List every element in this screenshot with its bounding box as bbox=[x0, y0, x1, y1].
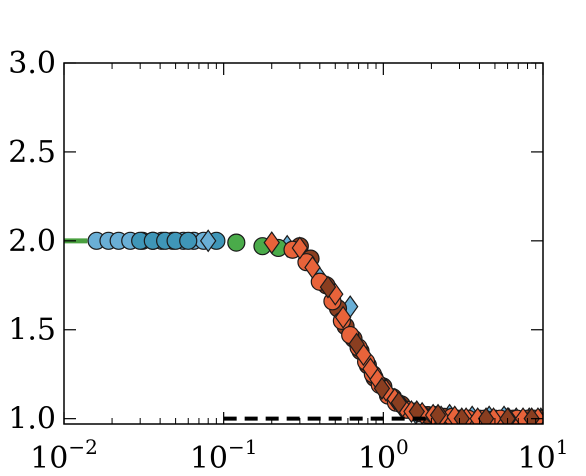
y-tick-label: 1.5 bbox=[8, 313, 56, 348]
x-tick-base: 10 bbox=[518, 441, 556, 476]
x-tick-exponent: 0 bbox=[396, 435, 409, 459]
tick-labels: 1.01.52.02.53.010−2 10−1 100 101 bbox=[8, 46, 568, 476]
y-tick-label: 1.0 bbox=[8, 402, 56, 437]
plot-border bbox=[63, 62, 544, 425]
x-tick-exponent: 1 bbox=[556, 435, 569, 459]
axis-ticks bbox=[63, 62, 544, 424]
data-point-diamond bbox=[373, 376, 391, 400]
data-point-diamond bbox=[304, 255, 321, 280]
x-tick-base: 10 bbox=[30, 441, 68, 476]
chart-marks bbox=[64, 229, 543, 424]
data-point-diamond bbox=[499, 407, 516, 424]
x-tick-label: 100 bbox=[358, 435, 409, 476]
data-point-circle bbox=[179, 231, 198, 250]
y-tick-label: 3.0 bbox=[8, 46, 56, 81]
plot-frame bbox=[63, 62, 544, 425]
x-tick-base: 10 bbox=[190, 441, 228, 476]
data-point-diamond bbox=[199, 229, 217, 253]
x-tick-label: 101 bbox=[518, 435, 569, 476]
y-tick-label: 2.0 bbox=[8, 224, 56, 259]
data-point-diamond bbox=[319, 275, 337, 299]
data-point-diamond bbox=[334, 305, 352, 329]
x-tick-base: 10 bbox=[358, 441, 396, 476]
data-point-diamond bbox=[291, 236, 309, 260]
data-point-diamond bbox=[390, 391, 408, 415]
data-point-diamond bbox=[477, 407, 495, 424]
data-point-diamond bbox=[453, 407, 471, 424]
data-point-diamond bbox=[348, 332, 365, 356]
data-point-diamond bbox=[263, 231, 280, 255]
x-tick-exponent: −1 bbox=[228, 435, 257, 459]
x-tick-label: 10−1 bbox=[190, 435, 258, 476]
x-tick-label: 10−2 bbox=[30, 435, 98, 476]
data-point-diamond bbox=[429, 403, 447, 424]
x-tick-exponent: −2 bbox=[68, 435, 97, 459]
data-point-circle bbox=[227, 233, 246, 252]
y-tick-label: 2.5 bbox=[8, 135, 56, 170]
